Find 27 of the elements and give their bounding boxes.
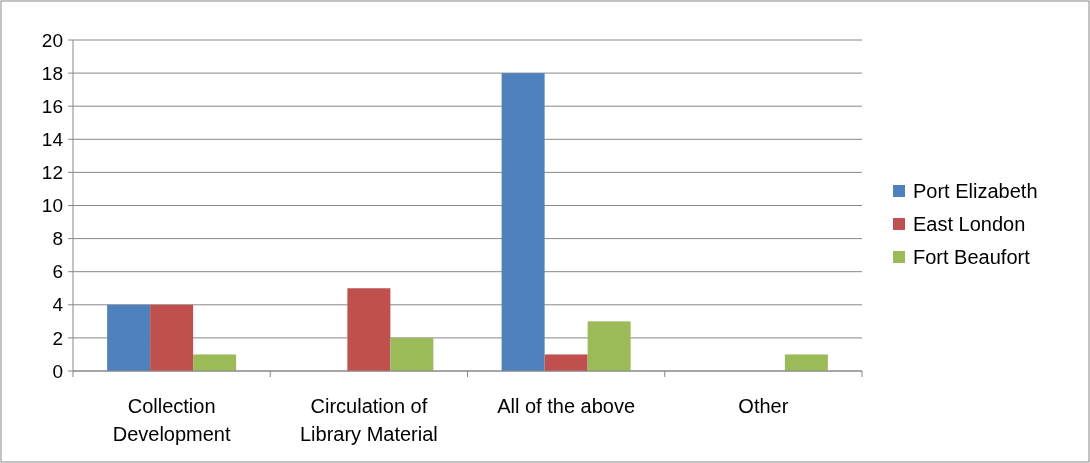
legend-label: Fort Beaufort (913, 246, 1031, 268)
y-tick-label: 0 (52, 360, 63, 382)
bar (150, 304, 194, 371)
y-tick-label: 2 (52, 327, 63, 349)
y-tick-label: 14 (41, 128, 64, 150)
bar (107, 304, 151, 371)
y-tick-label: 16 (41, 95, 63, 117)
x-tick-label: Other (738, 395, 789, 417)
y-tick-label: 18 (41, 62, 63, 84)
y-tick-label: 8 (52, 228, 63, 250)
x-tick-label: Collection Development (112, 395, 231, 445)
y-tick-label: 20 (41, 29, 63, 51)
bar (544, 354, 588, 371)
bar (390, 337, 434, 371)
y-tick-label: 10 (41, 195, 63, 217)
bar (193, 354, 237, 371)
y-tick-label: 6 (52, 261, 63, 283)
y-tick-label: 4 (52, 294, 64, 316)
bar (587, 321, 631, 371)
legend-label: East London (913, 213, 1026, 235)
bar (784, 354, 828, 371)
x-tick-label: All of the above (497, 395, 636, 417)
y-tick-label: 12 (41, 162, 63, 184)
x-tick-label: Circulation of Library Material (299, 395, 438, 445)
bar (501, 73, 545, 371)
legend-label: Port Elizabeth (913, 180, 1038, 202)
bar (347, 288, 391, 371)
